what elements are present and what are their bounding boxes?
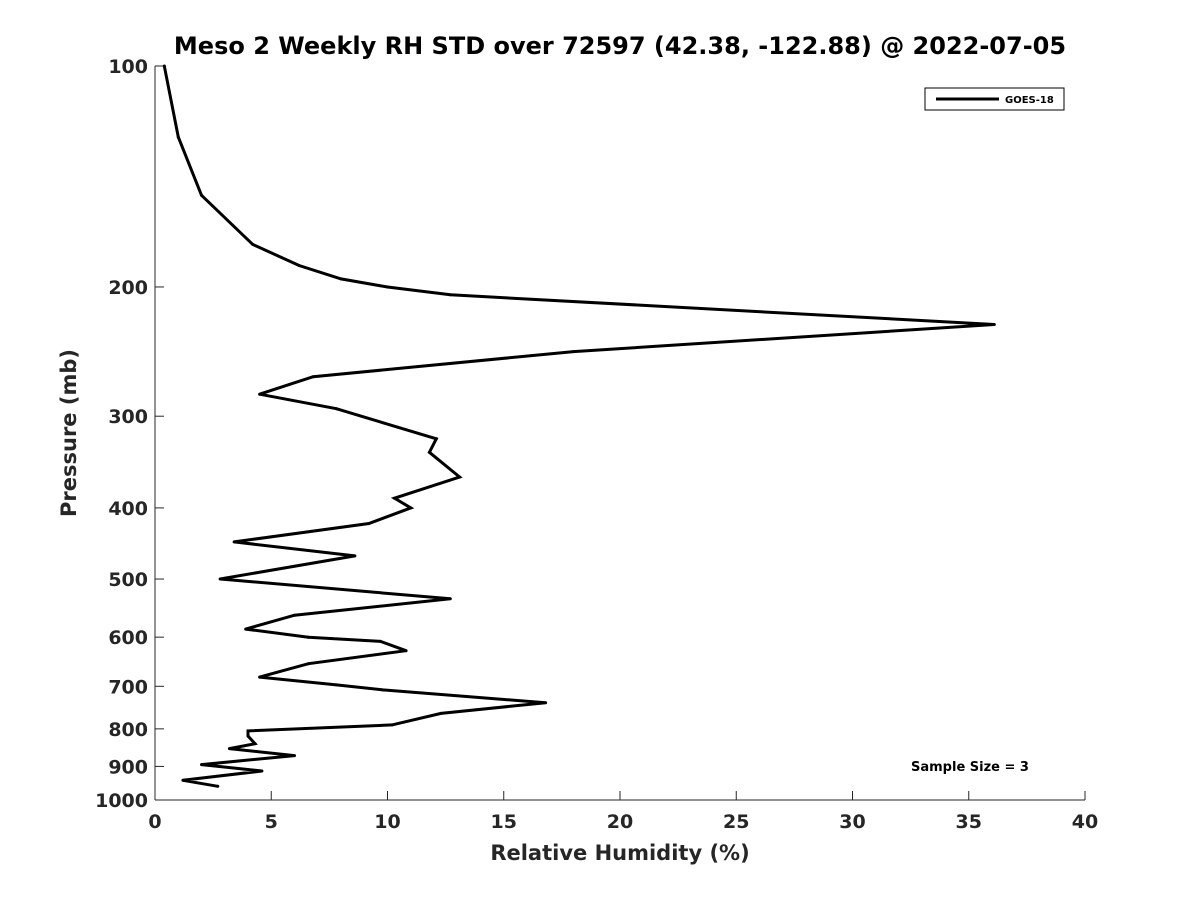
x-tick-label: 25 bbox=[723, 811, 749, 833]
legend: GOES-18 bbox=[924, 87, 1065, 111]
y-axis-label: Pressure (mb) bbox=[57, 349, 81, 517]
data-point bbox=[311, 375, 315, 379]
data-point bbox=[379, 639, 382, 643]
data-point bbox=[258, 675, 262, 679]
data-point bbox=[293, 754, 296, 758]
data-point bbox=[334, 407, 338, 411]
data-point bbox=[448, 293, 452, 297]
data-point bbox=[260, 769, 264, 773]
y-tick-label: 500 bbox=[108, 569, 148, 591]
data-point bbox=[306, 635, 310, 639]
data-point bbox=[251, 242, 255, 246]
x-tick-label: 40 bbox=[1072, 811, 1098, 833]
data-point bbox=[572, 350, 575, 354]
data-point bbox=[246, 729, 250, 733]
x-tick-label: 20 bbox=[607, 811, 633, 833]
data-point bbox=[381, 688, 385, 692]
x-tick-label: 30 bbox=[839, 811, 865, 833]
data-point bbox=[409, 506, 413, 510]
data-point bbox=[339, 277, 343, 281]
legend-entry-goes-18: GOES-18 bbox=[1005, 95, 1054, 106]
data-point bbox=[393, 496, 396, 500]
data-point bbox=[386, 285, 389, 289]
data-point bbox=[439, 711, 443, 715]
series-points bbox=[162, 64, 996, 788]
data-point bbox=[427, 450, 431, 454]
data-point bbox=[544, 701, 548, 705]
data-point bbox=[200, 193, 203, 197]
y-tick-label: 600 bbox=[108, 627, 148, 649]
data-point bbox=[258, 392, 262, 396]
y-tick-label: 900 bbox=[108, 756, 148, 778]
x-tick-label: 0 bbox=[148, 811, 161, 833]
data-point bbox=[334, 683, 338, 687]
data-point bbox=[246, 734, 250, 738]
data-point bbox=[227, 747, 231, 751]
y-tick-label: 300 bbox=[108, 406, 148, 428]
data-point bbox=[162, 64, 166, 68]
data-point bbox=[367, 522, 371, 525]
x-tick-label: 10 bbox=[374, 811, 400, 833]
y-tick-label: 100 bbox=[108, 56, 148, 78]
data-point bbox=[306, 662, 310, 666]
data-point bbox=[992, 323, 996, 326]
data-point bbox=[434, 437, 438, 441]
y-tick-label: 1000 bbox=[95, 790, 148, 812]
data-point bbox=[293, 613, 296, 617]
data-point bbox=[244, 627, 248, 631]
data-point bbox=[200, 763, 203, 767]
x-tick-label: 15 bbox=[491, 811, 517, 833]
y-axis-ticks: 100 200 300 400 500 600 700 800 900 1000 bbox=[95, 56, 164, 812]
plot-area bbox=[155, 66, 1085, 800]
y-tick-label: 400 bbox=[108, 498, 148, 520]
y-tick-label: 200 bbox=[108, 277, 148, 299]
x-axis-label: Relative Humidity (%) bbox=[490, 841, 749, 865]
x-tick-label: 35 bbox=[956, 811, 982, 833]
data-point bbox=[458, 475, 462, 479]
data-point bbox=[216, 784, 220, 788]
x-tick-label: 5 bbox=[265, 811, 278, 833]
data-point bbox=[176, 135, 180, 139]
data-point bbox=[353, 554, 357, 558]
x-axis-ticks: 0 5 10 15 20 25 30 35 40 bbox=[148, 791, 1098, 833]
y-tick-label: 800 bbox=[108, 719, 148, 741]
data-point bbox=[218, 577, 222, 581]
data-point bbox=[232, 540, 236, 544]
y-tick-label: 700 bbox=[108, 676, 148, 698]
data-point bbox=[297, 264, 301, 267]
data-point bbox=[253, 742, 257, 746]
data-point bbox=[390, 723, 394, 727]
data-point bbox=[181, 778, 185, 782]
data-point bbox=[404, 649, 408, 653]
chart-title: Meso 2 Weekly RH STD over 72597 (42.38, … bbox=[174, 32, 1066, 60]
sample-size-annotation: Sample Size = 3 bbox=[911, 760, 1029, 775]
data-point bbox=[448, 597, 452, 601]
